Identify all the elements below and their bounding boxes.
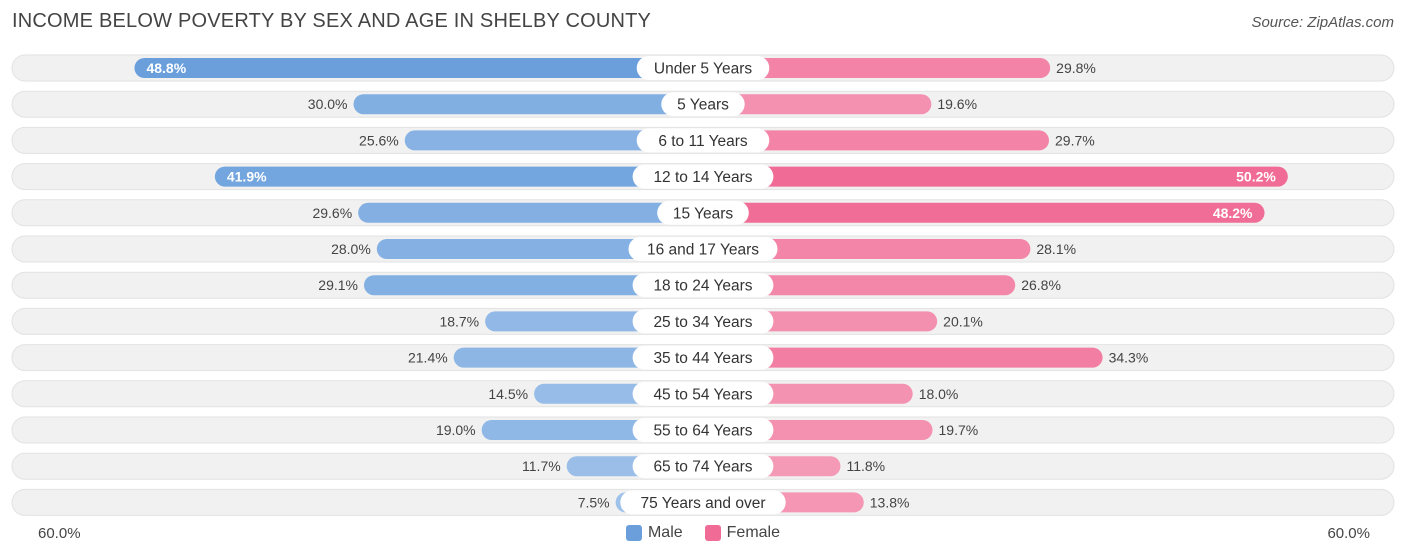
female-value-label: 34.3% [1109, 350, 1149, 366]
category-label: 35 to 44 Years [653, 350, 752, 367]
category-pill [620, 490, 786, 515]
male-bar [363, 275, 703, 296]
legend-swatch-female [704, 525, 721, 541]
female-value-label: 29.8% [1056, 60, 1096, 76]
female-value-label: 26.8% [1021, 277, 1061, 293]
category-pill [632, 273, 774, 298]
female-value-label: 20.1% [943, 313, 983, 329]
male-value-label: 7.5% [578, 494, 610, 510]
category-label: 6 to 11 Years [658, 133, 748, 150]
category-label: 15 Years [673, 205, 734, 222]
male-value-label: 30.0% [308, 96, 348, 112]
category-label: 25 to 34 Years [653, 314, 752, 331]
female-bar [703, 130, 1050, 151]
axis-right-label: 60.0% [1327, 525, 1370, 542]
female-value-label: 19.7% [939, 422, 979, 438]
category-label: Under 5 Years [654, 61, 752, 78]
category-pill [636, 56, 770, 80]
female-bar [703, 239, 1031, 259]
male-value-label: 48.8% [146, 60, 186, 76]
category-pill [636, 128, 770, 153]
female-value-label: 50.2% [1236, 169, 1276, 185]
category-label: 16 and 17 Years [647, 242, 759, 259]
female-value-label: 29.7% [1055, 132, 1095, 148]
male-value-label: 29.6% [312, 205, 352, 221]
legend: Male Female [0, 524, 1406, 542]
male-value-label: 29.1% [318, 277, 358, 293]
category-pill [632, 418, 774, 442]
legend-item-female[interactable]: Female [704, 524, 781, 542]
category-label: 18 to 24 Years [653, 278, 752, 295]
category-pill [661, 92, 745, 117]
chart-title: INCOME BELOW POVERTY BY SEX AND AGE IN S… [12, 10, 652, 32]
male-bar [358, 202, 703, 223]
female-bar [703, 94, 932, 115]
legend-item-male[interactable]: Male [625, 524, 683, 542]
male-bar [134, 58, 704, 78]
female-bar [703, 166, 1288, 187]
female-bar [703, 275, 1016, 296]
male-value-label: 25.6% [359, 132, 399, 148]
female-bar [703, 202, 1265, 223]
male-bar [376, 239, 703, 259]
chart-svg: 48.8% 29.8% Under 5 Years 30.0% 19.6% 5 Years… [11, 54, 1395, 516]
category-label: 12 to 14 Years [653, 169, 752, 186]
legend-label-male: Male [647, 524, 683, 541]
category-pill [657, 200, 749, 225]
category-label: 5 Years [677, 97, 729, 114]
male-bar [214, 166, 704, 187]
male-value-label: 41.9% [227, 169, 267, 185]
female-bar [703, 347, 1103, 368]
female-value-label: 19.6% [937, 96, 977, 112]
category-pill [628, 237, 778, 261]
category-pill [632, 309, 774, 334]
female-value-label: 18.0% [919, 386, 959, 402]
male-value-label: 18.7% [439, 313, 479, 329]
male-bar [404, 130, 703, 151]
category-label: 55 to 64 Years [653, 423, 752, 440]
category-pill [632, 164, 774, 189]
category-label: 45 to 54 Years [653, 386, 752, 403]
male-value-label: 11.7% [522, 458, 561, 474]
male-value-label: 21.4% [408, 350, 448, 366]
category-label: 65 to 74 Years [653, 459, 752, 476]
category-pill [632, 345, 774, 370]
male-value-label: 28.0% [331, 241, 371, 257]
category-label: 75 Years and over [641, 495, 766, 512]
axis-left-label: 60.0% [38, 525, 81, 542]
legend-swatch-male [625, 525, 642, 541]
female-value-label: 11.8% [846, 458, 885, 474]
male-value-label: 19.0% [436, 422, 476, 438]
female-bar [703, 58, 1051, 78]
female-value-label: 13.8% [870, 494, 910, 510]
female-value-label: 28.1% [1036, 241, 1076, 257]
category-pill [632, 381, 774, 406]
legend-label-female: Female [726, 524, 781, 541]
source-label: Source: ZipAtlas.com [1251, 14, 1394, 31]
male-bar [353, 94, 703, 115]
male-value-label: 14.5% [488, 386, 528, 402]
category-pill [632, 454, 774, 479]
female-value-label: 48.2% [1213, 205, 1253, 221]
